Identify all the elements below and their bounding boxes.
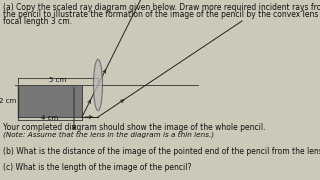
Text: (a) Copy the scaled ray diagram given below. Draw more required incident rays fr: (a) Copy the scaled ray diagram given be…	[3, 3, 320, 12]
Text: (c) What is the length of the image of the pencil?: (c) What is the length of the image of t…	[3, 163, 191, 172]
Text: (b) What is the distance of the image of the pointed end of the pencil from the : (b) What is the distance of the image of…	[3, 147, 320, 156]
Text: 2 cm: 2 cm	[0, 98, 16, 104]
Bar	[18, 85, 82, 117]
Ellipse shape	[93, 59, 102, 111]
Text: focal length 3 cm.: focal length 3 cm.	[3, 17, 72, 26]
Text: the pencil to illustrate the formation of the image of the pencil by the convex : the pencil to illustrate the formation o…	[3, 10, 320, 19]
Text: (Note: Assume that the lens in the diagram is a thin lens.): (Note: Assume that the lens in the diagr…	[3, 131, 214, 138]
Text: 4 cm: 4 cm	[41, 115, 59, 121]
Text: Your completed diagram should show the image of the whole pencil.: Your completed diagram should show the i…	[3, 123, 266, 132]
Text: 5 cm: 5 cm	[49, 77, 67, 83]
